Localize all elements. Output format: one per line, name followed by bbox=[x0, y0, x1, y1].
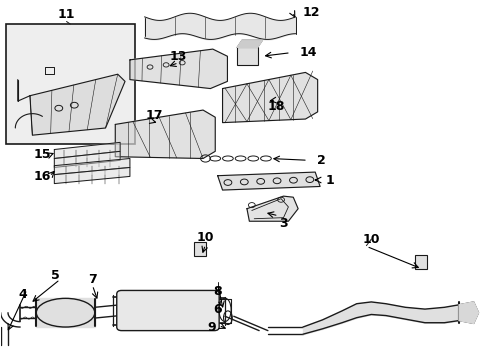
Polygon shape bbox=[130, 49, 227, 89]
Polygon shape bbox=[54, 167, 130, 184]
Text: 9: 9 bbox=[206, 320, 215, 333]
Polygon shape bbox=[458, 302, 478, 323]
Text: 15: 15 bbox=[33, 148, 51, 161]
Polygon shape bbox=[30, 74, 125, 135]
Text: 1: 1 bbox=[325, 174, 333, 186]
Bar bbox=[5, 24, 135, 144]
Polygon shape bbox=[36, 298, 95, 327]
Polygon shape bbox=[54, 142, 120, 158]
Text: 10: 10 bbox=[196, 231, 214, 244]
Bar bbox=[237, 47, 257, 64]
Text: 18: 18 bbox=[267, 100, 285, 113]
Text: 14: 14 bbox=[299, 46, 316, 59]
Text: 16: 16 bbox=[33, 170, 51, 183]
Polygon shape bbox=[246, 196, 298, 221]
Bar bbox=[194, 242, 206, 256]
Polygon shape bbox=[217, 172, 320, 190]
Text: 8: 8 bbox=[213, 285, 222, 298]
Text: 10: 10 bbox=[362, 233, 379, 246]
Text: 3: 3 bbox=[279, 216, 287, 230]
FancyBboxPatch shape bbox=[117, 291, 219, 330]
Text: 4: 4 bbox=[19, 288, 27, 301]
Text: 7: 7 bbox=[88, 273, 97, 286]
Polygon shape bbox=[237, 40, 262, 47]
Text: 17: 17 bbox=[145, 109, 163, 122]
Text: 5: 5 bbox=[51, 269, 60, 282]
Text: 11: 11 bbox=[58, 8, 75, 21]
Polygon shape bbox=[54, 158, 130, 175]
Text: 2: 2 bbox=[317, 154, 325, 167]
Text: 6: 6 bbox=[213, 303, 222, 316]
Text: 13: 13 bbox=[170, 50, 187, 63]
Bar bbox=[414, 255, 426, 269]
Polygon shape bbox=[115, 110, 215, 158]
Text: 12: 12 bbox=[303, 6, 320, 19]
Polygon shape bbox=[222, 72, 317, 123]
Polygon shape bbox=[54, 151, 120, 167]
